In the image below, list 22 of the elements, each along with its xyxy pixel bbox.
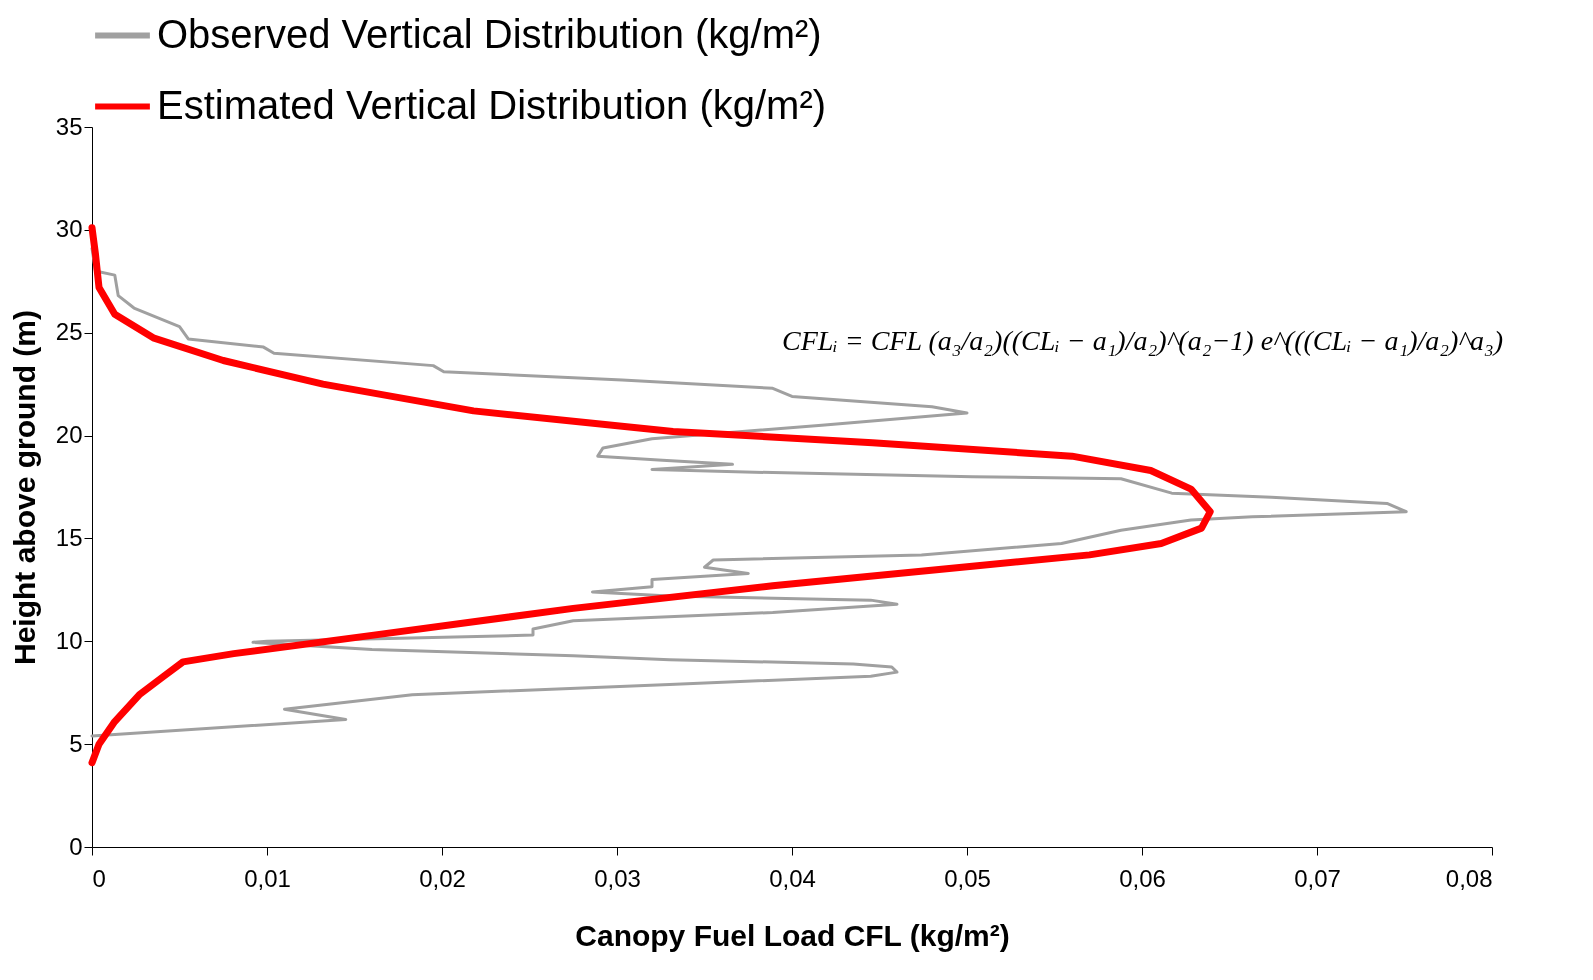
y-tick-label: 15 (55, 523, 83, 551)
y-tick-label: 25 (55, 318, 83, 346)
x-tick-label: 0,07 (1294, 864, 1341, 892)
x-tick-label: 0,04 (769, 864, 816, 892)
y-tick-label: 5 (69, 729, 83, 757)
x-tick-label: 0,05 (944, 864, 991, 892)
y-tick-label: 10 (55, 626, 83, 654)
x-axis-title: Canopy Fuel Load CFL (kg/m²) (575, 918, 1010, 952)
x-tick-label: 0,08 (1445, 864, 1493, 892)
y-axis-title: Height above ground (m) (7, 310, 41, 665)
legend-label: Observed Vertical Distribution (kg/m²) (157, 11, 822, 56)
x-tick-label: 0,02 (419, 864, 466, 892)
y-tick-label: 20 (55, 421, 83, 449)
x-tick-label: 0 (92, 864, 106, 892)
legend-label: Estimated Vertical Distribution (kg/m²) (157, 82, 827, 127)
annotation: CFLᵢ = CFL (a₃/a₂)((CLᵢ − a₁)/a₂)^(a₂−1) e^(((CLᵢ − a₁)/a₂)^a₃) (782, 325, 1504, 356)
y-tick-label: 0 (69, 832, 83, 860)
y-tick-label: 35 (55, 112, 83, 140)
x-tick-label: 0,06 (1119, 864, 1166, 892)
y-tick-label: 30 (55, 215, 83, 243)
x-tick-label: 0,01 (244, 864, 291, 892)
x-tick-label: 0,03 (594, 864, 641, 892)
